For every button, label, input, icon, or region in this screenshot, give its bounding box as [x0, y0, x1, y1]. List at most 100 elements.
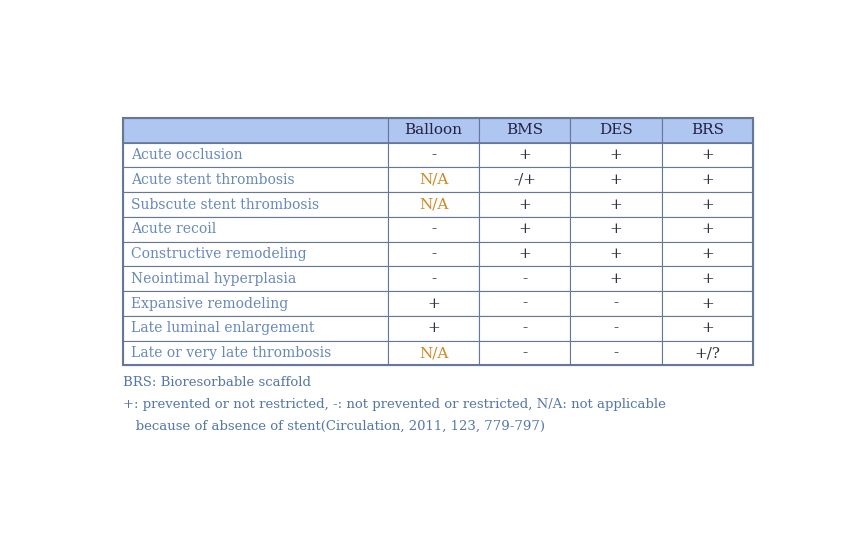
- Text: +: +: [610, 148, 622, 162]
- Bar: [479, 241, 570, 267]
- Text: Acute recoil: Acute recoil: [131, 222, 216, 237]
- Text: +: +: [518, 148, 531, 162]
- Text: N/A: N/A: [419, 197, 448, 211]
- Bar: [388, 267, 479, 291]
- Text: +: +: [701, 247, 714, 261]
- Bar: [662, 167, 753, 192]
- Bar: [388, 217, 479, 241]
- Bar: [479, 143, 570, 167]
- Bar: [479, 341, 570, 366]
- Bar: [123, 341, 388, 366]
- Bar: [388, 341, 479, 366]
- Text: +: +: [428, 322, 439, 335]
- Bar: [388, 143, 479, 167]
- Bar: [570, 167, 662, 192]
- Text: Constructive remodeling: Constructive remodeling: [131, 247, 306, 261]
- Bar: [388, 192, 479, 217]
- Text: +: +: [610, 272, 622, 286]
- Text: DES: DES: [599, 123, 633, 137]
- Bar: [388, 167, 479, 192]
- Bar: [662, 316, 753, 341]
- Bar: [123, 143, 388, 167]
- Bar: [570, 118, 662, 143]
- Text: -: -: [431, 247, 436, 261]
- Text: -: -: [522, 322, 528, 335]
- Bar: [479, 118, 570, 143]
- Text: Subscute stent thrombosis: Subscute stent thrombosis: [131, 197, 319, 211]
- Bar: [123, 118, 388, 143]
- Bar: [123, 267, 388, 291]
- Text: Late luminal enlargement: Late luminal enlargement: [131, 322, 314, 335]
- Bar: [662, 217, 753, 241]
- Text: -/+: -/+: [513, 173, 536, 187]
- Text: Acute occlusion: Acute occlusion: [131, 148, 242, 162]
- Text: -: -: [431, 222, 436, 237]
- Bar: [123, 217, 388, 241]
- Text: +: +: [701, 272, 714, 286]
- Bar: [479, 217, 570, 241]
- Bar: [123, 192, 388, 217]
- Text: +: +: [701, 222, 714, 237]
- Text: +: +: [610, 173, 622, 187]
- Bar: [662, 118, 753, 143]
- Text: +: +: [701, 197, 714, 211]
- Text: BMS: BMS: [506, 123, 543, 137]
- Bar: [570, 316, 662, 341]
- Bar: [570, 217, 662, 241]
- Text: -: -: [431, 148, 436, 162]
- Text: -: -: [613, 322, 618, 335]
- Bar: [570, 143, 662, 167]
- Bar: [388, 291, 479, 316]
- Text: -: -: [522, 296, 528, 311]
- Bar: [479, 267, 570, 291]
- Text: BRS: Bioresorbable scaffold: BRS: Bioresorbable scaffold: [123, 376, 311, 389]
- Text: +: +: [610, 222, 622, 237]
- Text: +: +: [701, 296, 714, 311]
- Bar: [570, 241, 662, 267]
- Bar: [662, 241, 753, 267]
- Text: +/?: +/?: [694, 346, 720, 360]
- Text: +: +: [428, 296, 439, 311]
- Text: BRS: BRS: [691, 123, 724, 137]
- Text: -: -: [613, 296, 618, 311]
- Text: Acute stent thrombosis: Acute stent thrombosis: [131, 173, 294, 187]
- Text: Late or very late thrombosis: Late or very late thrombosis: [131, 346, 331, 360]
- Bar: [662, 267, 753, 291]
- Bar: [123, 241, 388, 267]
- Bar: [570, 341, 662, 366]
- Bar: [123, 167, 388, 192]
- Bar: [123, 316, 388, 341]
- Text: N/A: N/A: [419, 346, 448, 360]
- Text: Neointimal hyperplasia: Neointimal hyperplasia: [131, 272, 296, 286]
- Text: Balloon: Balloon: [404, 123, 463, 137]
- Text: -: -: [522, 346, 528, 360]
- Bar: [570, 291, 662, 316]
- Bar: [570, 192, 662, 217]
- Text: +: +: [701, 322, 714, 335]
- Text: +: prevented or not restricted, -: not prevented or restricted, N/A: not applica: +: prevented or not restricted, -: not p…: [123, 398, 666, 411]
- Text: +: +: [701, 173, 714, 187]
- Bar: [570, 267, 662, 291]
- Text: +: +: [518, 222, 531, 237]
- Text: +: +: [701, 148, 714, 162]
- Bar: [662, 143, 753, 167]
- Text: Expansive remodeling: Expansive remodeling: [131, 296, 288, 311]
- Text: -: -: [613, 346, 618, 360]
- Bar: [479, 291, 570, 316]
- Bar: [662, 192, 753, 217]
- Bar: [388, 316, 479, 341]
- Bar: [479, 316, 570, 341]
- Text: +: +: [518, 247, 531, 261]
- Text: -: -: [431, 272, 436, 286]
- Bar: [479, 167, 570, 192]
- Text: +: +: [610, 247, 622, 261]
- Bar: [123, 291, 388, 316]
- Bar: [123, 118, 753, 366]
- Text: +: +: [610, 197, 622, 211]
- Text: because of absence of stent(Circulation, 2011, 123, 779-797): because of absence of stent(Circulation,…: [123, 420, 545, 433]
- Bar: [662, 341, 753, 366]
- Bar: [662, 291, 753, 316]
- Bar: [388, 118, 479, 143]
- Text: -: -: [522, 272, 528, 286]
- Text: N/A: N/A: [419, 173, 448, 187]
